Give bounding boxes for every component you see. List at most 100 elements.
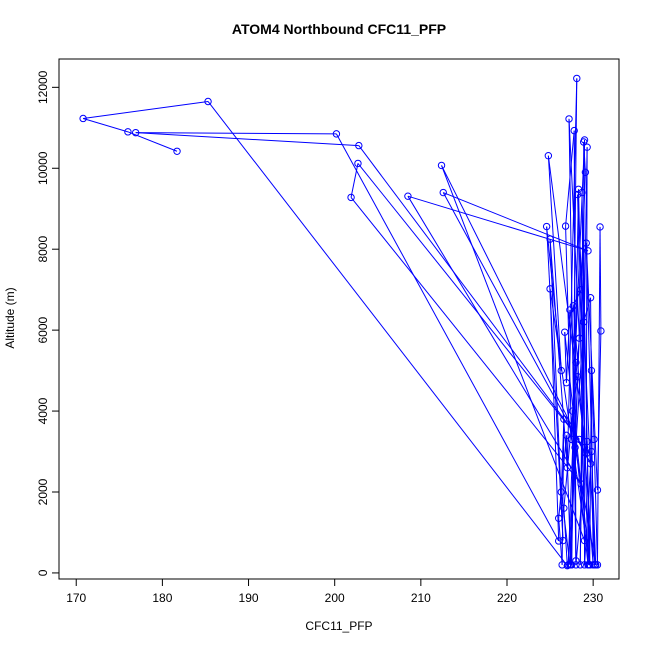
data-point <box>590 435 598 444</box>
data-point <box>577 285 585 294</box>
axis-ticks: 170 180 190 200 210 220 230 0 2000 4000 6000 8000 10… <box>36 70 603 605</box>
data-point <box>567 561 575 569</box>
data-point <box>204 97 212 106</box>
data-point <box>565 115 573 123</box>
series-segment <box>596 226 601 565</box>
series-segment <box>441 165 586 541</box>
data-point <box>568 407 577 415</box>
data-point <box>332 130 341 138</box>
data-point <box>561 222 570 230</box>
data-point <box>355 141 363 150</box>
series-segment <box>127 131 178 152</box>
series-segment <box>350 197 582 485</box>
x-tick-label: 170 <box>66 591 86 605</box>
data-point <box>124 128 132 136</box>
data-point <box>404 192 412 200</box>
data-point <box>557 488 565 496</box>
data-point <box>579 318 588 326</box>
data-point <box>596 223 604 231</box>
series-segment <box>564 332 567 383</box>
data-point <box>583 437 591 446</box>
data-point <box>579 138 588 146</box>
y-tick-label: 0 <box>36 569 50 576</box>
data-point <box>581 168 590 177</box>
series-segment <box>442 192 592 464</box>
series-segment <box>590 297 594 565</box>
series-segment <box>335 133 560 542</box>
data-point <box>586 294 595 302</box>
series-segment <box>358 145 580 440</box>
data-point <box>580 443 589 452</box>
data-point <box>546 285 554 293</box>
series-segment <box>350 163 359 198</box>
data-point <box>580 561 589 569</box>
series-segment <box>407 195 589 252</box>
data-point <box>575 435 584 444</box>
series-segment <box>574 447 577 565</box>
data-point <box>558 561 566 569</box>
series-segment <box>565 130 575 227</box>
data-point <box>439 188 447 197</box>
series-segment <box>547 155 587 454</box>
series-segment <box>569 309 577 363</box>
series-segment <box>357 163 580 440</box>
series-segment <box>135 132 359 147</box>
series-segment <box>583 297 592 323</box>
data-point <box>562 379 571 387</box>
series-segment <box>570 172 586 565</box>
series-segment <box>565 309 571 383</box>
data-point <box>585 561 593 569</box>
data-point <box>589 561 597 569</box>
data-point <box>587 447 596 456</box>
series-segment <box>590 451 597 565</box>
series-segment <box>207 101 568 566</box>
data-point <box>584 247 592 255</box>
series-segment <box>571 376 579 412</box>
data-point <box>575 334 584 342</box>
data-point <box>131 128 140 137</box>
series-segment <box>575 441 588 565</box>
x-axis-label: CFC11_PFP <box>305 619 372 633</box>
series-segment <box>561 419 565 565</box>
plot-marks <box>79 74 605 570</box>
data-point <box>576 561 584 569</box>
series-segment <box>407 195 582 485</box>
data-point <box>567 435 576 444</box>
x-tick-label: 230 <box>583 591 603 605</box>
series-segment <box>566 78 578 468</box>
x-tick-label: 210 <box>411 591 431 605</box>
data-point <box>173 147 181 155</box>
series-segment <box>593 439 598 565</box>
data-point <box>544 152 553 160</box>
data-point <box>563 464 572 472</box>
data-point <box>557 366 565 375</box>
data-point <box>569 302 578 310</box>
chart-title: ATOM4 Northbound CFC11_PFP <box>232 21 446 37</box>
data-point <box>573 190 582 199</box>
data-point <box>546 235 554 243</box>
data-point <box>542 222 551 231</box>
data-point <box>597 327 605 335</box>
x-tick-label: 190 <box>239 591 259 605</box>
series-segment <box>564 332 591 565</box>
data-point <box>587 366 596 375</box>
y-tick-label: 4000 <box>36 397 50 424</box>
x-tick-label: 180 <box>152 591 172 605</box>
y-tick-label: 2000 <box>36 478 50 505</box>
series-segment <box>568 118 577 561</box>
series-segment <box>547 155 562 371</box>
data-point <box>562 431 571 440</box>
data-point <box>583 143 591 151</box>
data-point <box>437 161 446 170</box>
data-point <box>347 193 355 202</box>
data-point <box>572 557 580 565</box>
data-point <box>554 537 563 545</box>
series-segment <box>441 165 592 464</box>
data-point <box>570 126 578 135</box>
data-point <box>560 415 568 423</box>
series-segment <box>135 132 337 135</box>
series-segment <box>443 192 589 252</box>
y-axis-label: Altitude (m) <box>3 287 17 348</box>
